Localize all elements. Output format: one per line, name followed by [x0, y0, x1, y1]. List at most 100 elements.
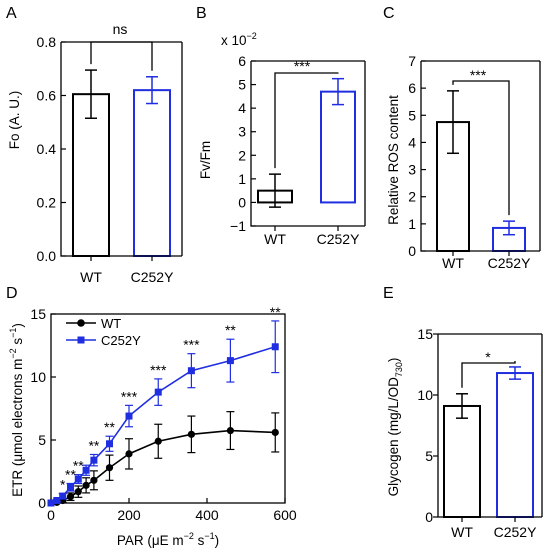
y-tick-label: 5: [425, 448, 433, 464]
data-point: [74, 488, 82, 496]
y-tick-label: 15: [30, 306, 46, 322]
x-tick-label: 600: [273, 507, 297, 523]
data-point: [154, 388, 162, 396]
y-tick-label: 4: [408, 134, 416, 150]
y-axis-label: Fo (A. U.): [7, 91, 22, 150]
significance-label: ***: [470, 67, 487, 83]
y-label-end: ): [386, 358, 401, 363]
data-point: [187, 430, 195, 438]
data-point: [47, 499, 55, 507]
scale-note: x 10−2: [221, 31, 257, 48]
y-tick-label: 4: [238, 100, 246, 116]
significance-bracket: [90, 41, 153, 71]
significance-label: *: [485, 349, 491, 365]
bar: [496, 372, 534, 519]
axes-frame: [50, 313, 286, 504]
y-tick-label: 7: [408, 53, 416, 69]
data-point: [125, 450, 133, 458]
significance-bracket: [452, 80, 510, 216]
significance-bracket: [461, 360, 516, 388]
bar: [133, 89, 171, 258]
x-tick-label: C252Y: [317, 231, 360, 247]
significance-label: ns: [113, 21, 128, 37]
data-point: [226, 357, 234, 365]
axes-frame: [420, 61, 540, 252]
x-axis-label: PAR (μE m−2 s−1): [117, 531, 219, 548]
significance-label: ***: [150, 362, 167, 378]
axes-frame: [60, 42, 182, 257]
y-axis-label: Glycogen (mg/L/OD730): [386, 358, 404, 497]
legend: WT C252Y: [66, 316, 141, 348]
y-tick-label: 2: [238, 147, 246, 163]
legend-label-wt: WT: [101, 316, 121, 331]
data-point: [82, 466, 90, 474]
data-point: [74, 475, 82, 483]
significance-label: ***: [183, 337, 200, 353]
data-point: [226, 426, 234, 435]
x-label-end: ): [215, 533, 220, 548]
legend-marker-wt: [77, 319, 85, 327]
x-tick-label: 400: [195, 507, 219, 523]
significance-label: **: [73, 458, 84, 474]
y-label-main: Glycogen (mg/L/OD: [386, 377, 401, 497]
y-tick-label: 0: [238, 194, 246, 210]
data-point: [125, 412, 133, 420]
y-tick-label: 5: [408, 107, 416, 123]
x-label-exp1: −2: [184, 531, 194, 541]
x-tick-label: C252Y: [488, 255, 531, 271]
significance-label: **: [88, 437, 99, 453]
bar: [320, 90, 356, 204]
significance-label: ***: [294, 58, 311, 74]
y-tick-label: 0: [425, 509, 433, 525]
x-tick-label: 200: [117, 507, 141, 523]
x-label-mid: s: [194, 533, 205, 548]
x-tick-label: 0: [47, 507, 55, 523]
data-point: [82, 481, 90, 489]
y-tick-label: 6: [238, 53, 246, 69]
axes-frame: [250, 61, 365, 227]
legend-label-c252y: C252Y: [101, 333, 141, 348]
bar: [443, 404, 481, 519]
panel-c: C Relative ROS content 0 1 2 3 4 5 6 7 WT C252Y…: [383, 5, 541, 271]
y-tick-label: 0.2: [37, 195, 57, 211]
significance-label: **: [104, 419, 115, 435]
data-point: [271, 343, 279, 351]
significance-label: **: [65, 466, 76, 482]
y-tick-label: 3: [408, 162, 416, 178]
y-tick-label: 1: [408, 216, 416, 232]
data-point: [53, 496, 61, 504]
data-point: [90, 476, 98, 484]
y-tick-label: 5: [238, 77, 246, 93]
y-axis-label: Relative ROS content: [386, 95, 401, 225]
axes-frame: [437, 334, 542, 518]
x-tick-label: C252Y: [131, 269, 174, 285]
y-tick-label: 10: [30, 369, 46, 385]
y-label-exp2: −1: [8, 328, 18, 338]
data-point: [105, 464, 114, 472]
y-tick-label: 10: [417, 387, 433, 403]
y-label-mid: s: [10, 338, 25, 349]
y-tick-label: 0.6: [37, 88, 57, 104]
y-axis-label: ETR (μmol electrons m−2 s−1): [8, 323, 25, 497]
data-point: [66, 493, 75, 501]
plot-area: −1 0 1 2 3 4 5 6: [230, 53, 366, 234]
y-tick-label: 0: [38, 495, 46, 511]
significance-label: **: [270, 304, 281, 320]
data-point: [59, 492, 67, 500]
data-point: [187, 367, 195, 375]
data-point: [67, 483, 74, 491]
y-label-subscript: 730: [394, 362, 404, 377]
panel-label: B: [196, 5, 207, 22]
panel-label: C: [383, 5, 395, 22]
y-tick-label: −1: [230, 218, 246, 234]
y-tick-label: 1: [238, 171, 246, 187]
x-tick-label: WT: [80, 269, 102, 285]
scale-note-exponent: −2: [247, 31, 257, 41]
y-axis-label: Fv/Fm: [198, 141, 213, 179]
y-tick-label: 0.0: [37, 248, 57, 264]
y-tick-label: 5: [38, 432, 46, 448]
data-point: [90, 456, 98, 464]
significance-bracket: [274, 72, 339, 169]
significance-label: *: [60, 477, 66, 493]
